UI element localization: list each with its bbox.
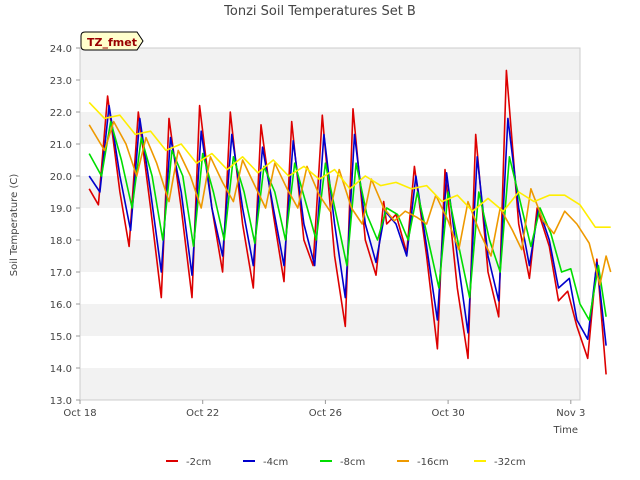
site-annotation: TZ_fmet (80, 31, 144, 51)
y-tick-label: 15.0 (50, 332, 72, 343)
legend-label: -4cm (263, 457, 288, 468)
legend-label: -2cm (186, 457, 211, 468)
plot-area-frame (79, 47, 581, 401)
y-axis-ticks: 13.0 14.0 15.0 16.0 17.0 18.0 19.0 20.0 21.0 22.0… (50, 44, 80, 407)
y-tick-label: 24.0 (50, 44, 72, 55)
annotation-text: TZ_fmet (87, 36, 137, 49)
y-tick-label: 17.0 (50, 268, 72, 279)
x-tick-label: Oct 18 (63, 408, 96, 419)
grid-band (80, 304, 580, 336)
y-tick-label: 19.0 (50, 204, 72, 215)
y-tick-label: 20.0 (50, 172, 72, 183)
y-tick-label: 22.0 (50, 108, 72, 119)
legend: -2cm -4cm -8cm -16cm -32cm (166, 457, 526, 468)
x-tick-label: Oct 22 (186, 408, 219, 419)
y-tick-label: 13.0 (50, 396, 72, 407)
grid-band (80, 112, 580, 144)
legend-label: -32cm (494, 457, 526, 468)
x-tick-label: Oct 26 (309, 408, 342, 419)
y-tick-label: 16.0 (50, 300, 72, 311)
legend-label: -16cm (417, 457, 449, 468)
grid-band (80, 368, 580, 400)
y-tick-label: 18.0 (50, 236, 72, 247)
series-line-32cmcm (88, 101, 611, 228)
y-tick-label: 14.0 (50, 364, 72, 375)
x-axis-label: Time (553, 425, 578, 436)
y-tick-label: 23.0 (50, 76, 72, 87)
grid-band (80, 48, 580, 80)
legend-label: -8cm (340, 457, 365, 468)
x-tick-label: Oct 30 (431, 408, 464, 419)
series-line-8cmcm (88, 120, 607, 321)
x-axis-ticks: Oct 18 Oct 22 Oct 26 Oct 30 Nov 3 (63, 400, 585, 419)
y-tick-label: 21.0 (50, 140, 72, 151)
series-lines (88, 69, 612, 375)
chart-title: Tonzi Soil Temperatures Set B (223, 4, 416, 19)
y-axis-label: Soil Temperature (C) (9, 174, 20, 277)
annotation-box (80, 31, 144, 51)
x-tick-label: Nov 3 (556, 408, 585, 419)
